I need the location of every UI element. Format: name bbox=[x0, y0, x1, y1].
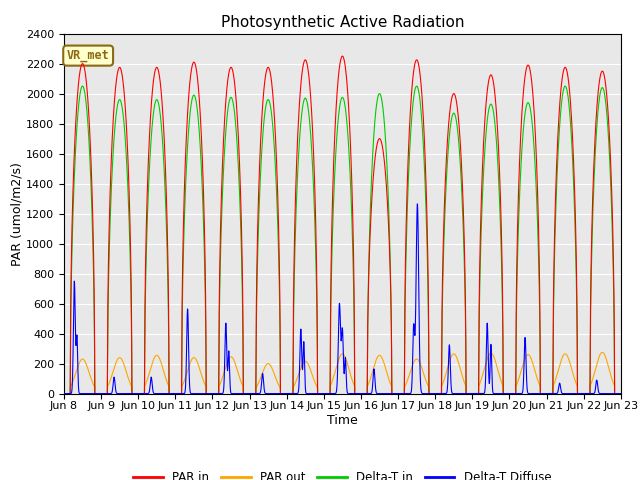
X-axis label: Time: Time bbox=[327, 414, 358, 427]
Text: VR_met: VR_met bbox=[67, 49, 109, 62]
Legend: PAR in, PAR out, Delta-T in, Delta-T Diffuse: PAR in, PAR out, Delta-T in, Delta-T Dif… bbox=[129, 466, 556, 480]
Y-axis label: PAR (umol/m2/s): PAR (umol/m2/s) bbox=[10, 162, 23, 265]
Title: Photosynthetic Active Radiation: Photosynthetic Active Radiation bbox=[221, 15, 464, 30]
